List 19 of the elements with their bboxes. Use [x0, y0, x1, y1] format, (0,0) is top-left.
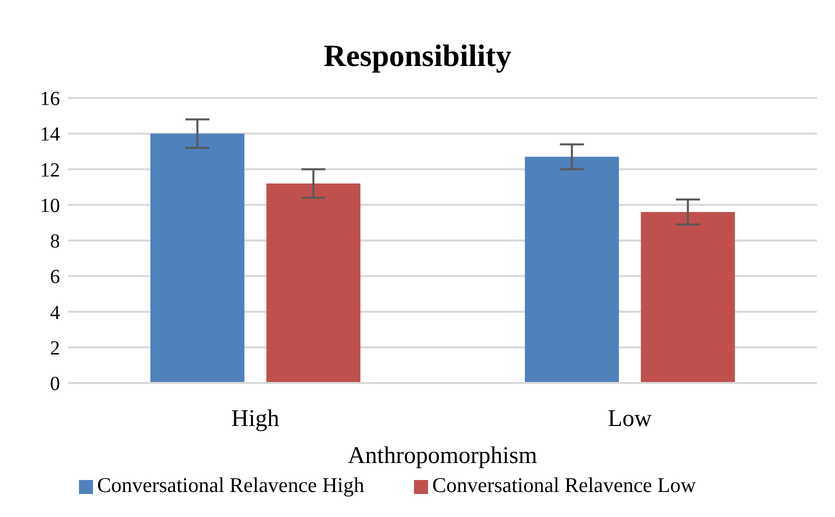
bar — [266, 184, 360, 383]
y-tick-label: 12 — [40, 159, 60, 182]
y-tick-label: 6 — [50, 266, 60, 288]
bar — [150, 134, 244, 383]
x-tick-label: Low — [608, 406, 652, 432]
bar — [640, 212, 735, 383]
y-tick-label: 10 — [40, 194, 60, 217]
x-axis-title: Anthropomorphism — [348, 443, 538, 469]
y-tick-label: 0 — [50, 373, 60, 396]
y-tick-label: 4 — [50, 302, 60, 324]
legend-label: Conversational Relavence Low — [432, 473, 696, 497]
y-tick-label: 14 — [40, 124, 60, 146]
y-tick-label: 16 — [40, 88, 60, 110]
x-tick-label: High — [231, 406, 280, 432]
chart-title: Responsibility — [322, 37, 512, 75]
bar — [524, 156, 619, 383]
y-tick-label: 8 — [50, 230, 60, 253]
y-tick-label: 2 — [50, 337, 60, 360]
legend-label: Conversational Relavence High — [97, 473, 364, 497]
